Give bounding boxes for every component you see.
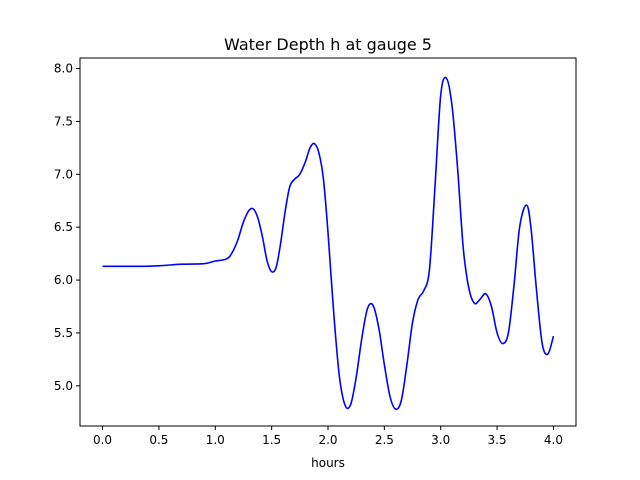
chart-title: Water Depth h at gauge 5 xyxy=(224,35,432,54)
x-tick-label: 0.5 xyxy=(149,433,168,447)
x-axis-label: hours xyxy=(311,456,345,470)
x-tick-label: 3.5 xyxy=(488,433,507,447)
y-tick-label: 7.5 xyxy=(54,114,73,128)
x-axis: 0.0 0.5 1.0 1.5 2.0 2.5 3.0 3.5 4.0 xyxy=(93,426,563,447)
y-tick-label: 5.0 xyxy=(54,379,73,393)
x-tick-label: 0.0 xyxy=(93,433,112,447)
series-line-0 xyxy=(102,76,555,411)
x-tick-label: 2.0 xyxy=(318,433,337,447)
y-tick-label: 6.0 xyxy=(54,273,73,287)
y-tick-label: 5.5 xyxy=(54,326,73,340)
y-tick-label: 6.5 xyxy=(54,220,73,234)
x-tick-label: 4.0 xyxy=(544,433,563,447)
x-tick-label: 1.5 xyxy=(262,433,281,447)
y-tick-label: 8.0 xyxy=(54,62,73,76)
x-tick-label: 1.0 xyxy=(206,433,225,447)
x-tick-label: 3.0 xyxy=(431,433,450,447)
plot-area xyxy=(102,76,555,411)
x-tick-label: 2.5 xyxy=(375,433,394,447)
y-tick-label: 7.0 xyxy=(54,167,73,181)
y-axis: 5.0 5.5 6.0 6.5 7.0 7.5 8.0 xyxy=(54,62,80,393)
